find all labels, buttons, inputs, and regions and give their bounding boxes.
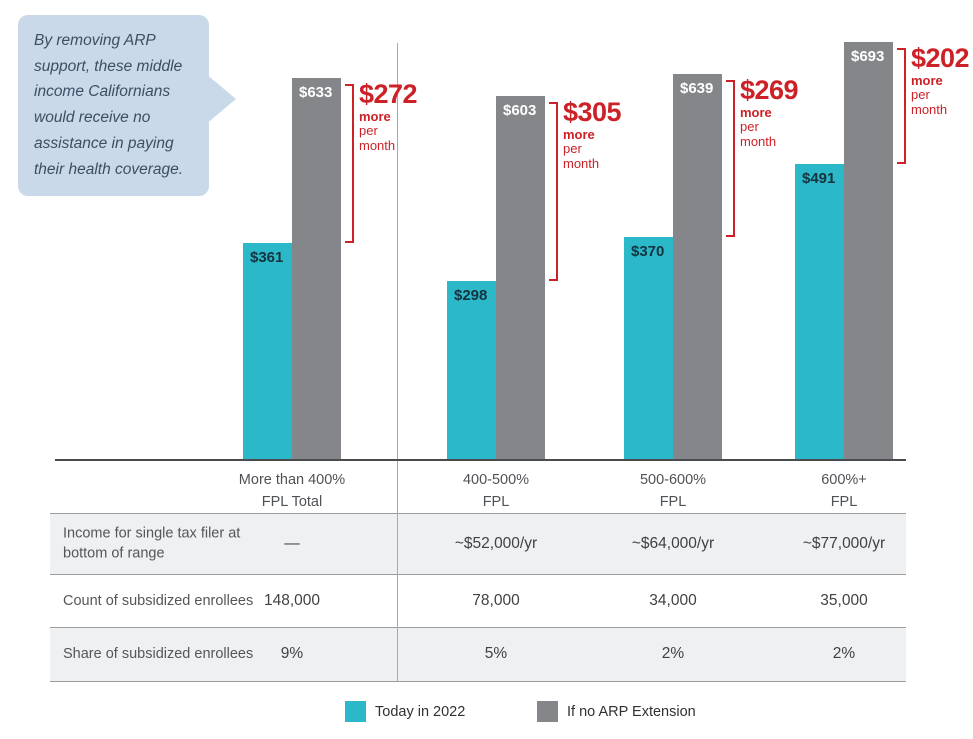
bar-no-arp-extension: $639 [673,74,722,461]
difference-note: month [740,133,777,149]
table-cell: ~$52,000/yr [454,534,538,552]
bar-value-label: $639 [680,80,714,97]
table-cell: 78,000 [472,591,520,609]
bar-value-label: $298 [454,287,488,304]
category-label: 500-600% FPL [640,470,706,514]
difference-amount: $305 [563,97,622,127]
difference-amount: $269 [740,75,799,105]
category-label-line: 600%+ [821,472,867,488]
category-label-line: FPL [659,493,687,510]
bar-no-arp-extension: $693 [844,42,893,461]
table-rule [50,681,906,682]
difference-note: per [911,87,930,103]
difference-annotation: $272 more per month [359,81,423,153]
chart-baseline [55,459,906,461]
table-row: Income for single tax filer at bottom of… [50,513,906,574]
table-rule [50,627,906,628]
table-cell: ~$64,000/yr [631,534,715,552]
category-label-line: 500-600% [639,472,707,488]
difference-bracket [549,102,558,281]
difference-note: more [359,109,391,124]
difference-note: month [359,137,396,153]
difference-annotation: $202 more per month [911,45,973,117]
callout-text: By removing ARP support, these middle in… [34,32,184,178]
callout-pointer [205,73,236,125]
category-label: 400-500% FPL [463,470,529,514]
table-cell: 5% [484,645,508,662]
bar-today: $298 [447,281,496,461]
table-cell: 9% [280,645,304,662]
legend-swatch-no-arp [537,701,558,722]
table-cell: 2% [661,645,685,662]
category-label-line: FPL [830,493,858,510]
bar-today: $361 [243,243,292,461]
difference-amount: $202 [911,43,970,73]
table-row-label: Income for single tax filer at bottom of… [63,525,241,562]
category-label-line: 400-500% [462,472,530,488]
bar-value-label: $633 [299,84,333,101]
difference-note: per [563,141,582,157]
bar-value-label: $603 [503,102,537,119]
legend-swatch-today [345,701,366,722]
table-cell: 35,000 [820,591,868,609]
difference-note: per [359,123,378,139]
difference-note: month [911,101,948,117]
legend-item-today: Today in 2022 [345,701,465,722]
category-label-line: FPL Total [261,493,323,510]
table-cell: 2% [832,645,856,662]
table-cell: ~$77,000/yr [802,534,886,552]
difference-note: more [740,105,772,120]
difference-note: more [911,73,943,88]
bar-value-label: $361 [250,249,284,266]
bar-value-label: $370 [631,243,665,260]
category-label-line: More than 400% [238,472,346,488]
bar-value-label: $491 [802,170,836,187]
table-row-label: Share of subsidized enrollees [63,645,254,662]
table-row-label: Count of subsidized enrollees [63,592,254,609]
difference-note: per [740,119,759,135]
difference-annotation: $305 more per month [563,99,627,171]
difference-annotation: $269 more per month [740,77,804,149]
category-label-line: FPL [482,493,510,510]
table-cell: 34,000 [649,591,697,609]
category-label: More than 400% FPL Total [239,470,345,514]
table-row: Share of subsidized enrollees 9% 5% 2% 2% [50,627,906,681]
difference-bracket [726,80,735,237]
bar-no-arp-extension: $633 [292,78,341,461]
table-row: Count of subsidized enrollees 148,000 78,0… [50,574,906,627]
callout-bubble: By removing ARP support, these middle in… [18,15,209,197]
bar-today: $370 [624,237,673,461]
legend-label-today: Today in 2022 [375,703,466,720]
legend-item-no-arp: If no ARP Extension [537,701,696,722]
column-divider-line [397,43,398,681]
table-rule [50,513,906,514]
category-label: 600%+ FPL [821,470,867,514]
table-cell: — [284,534,300,552]
bar-value-label: $693 [851,48,885,65]
difference-bracket [345,84,354,243]
difference-bracket [897,48,906,164]
table-rule [50,574,906,575]
bar-today: $491 [795,164,844,461]
bar-no-arp-extension: $603 [496,96,545,461]
table-cell: 148,000 [263,591,321,609]
difference-note: more [563,127,595,142]
legend-label-no-arp: If no ARP Extension [567,703,696,720]
difference-amount: $272 [359,79,418,109]
difference-note: month [563,155,600,171]
